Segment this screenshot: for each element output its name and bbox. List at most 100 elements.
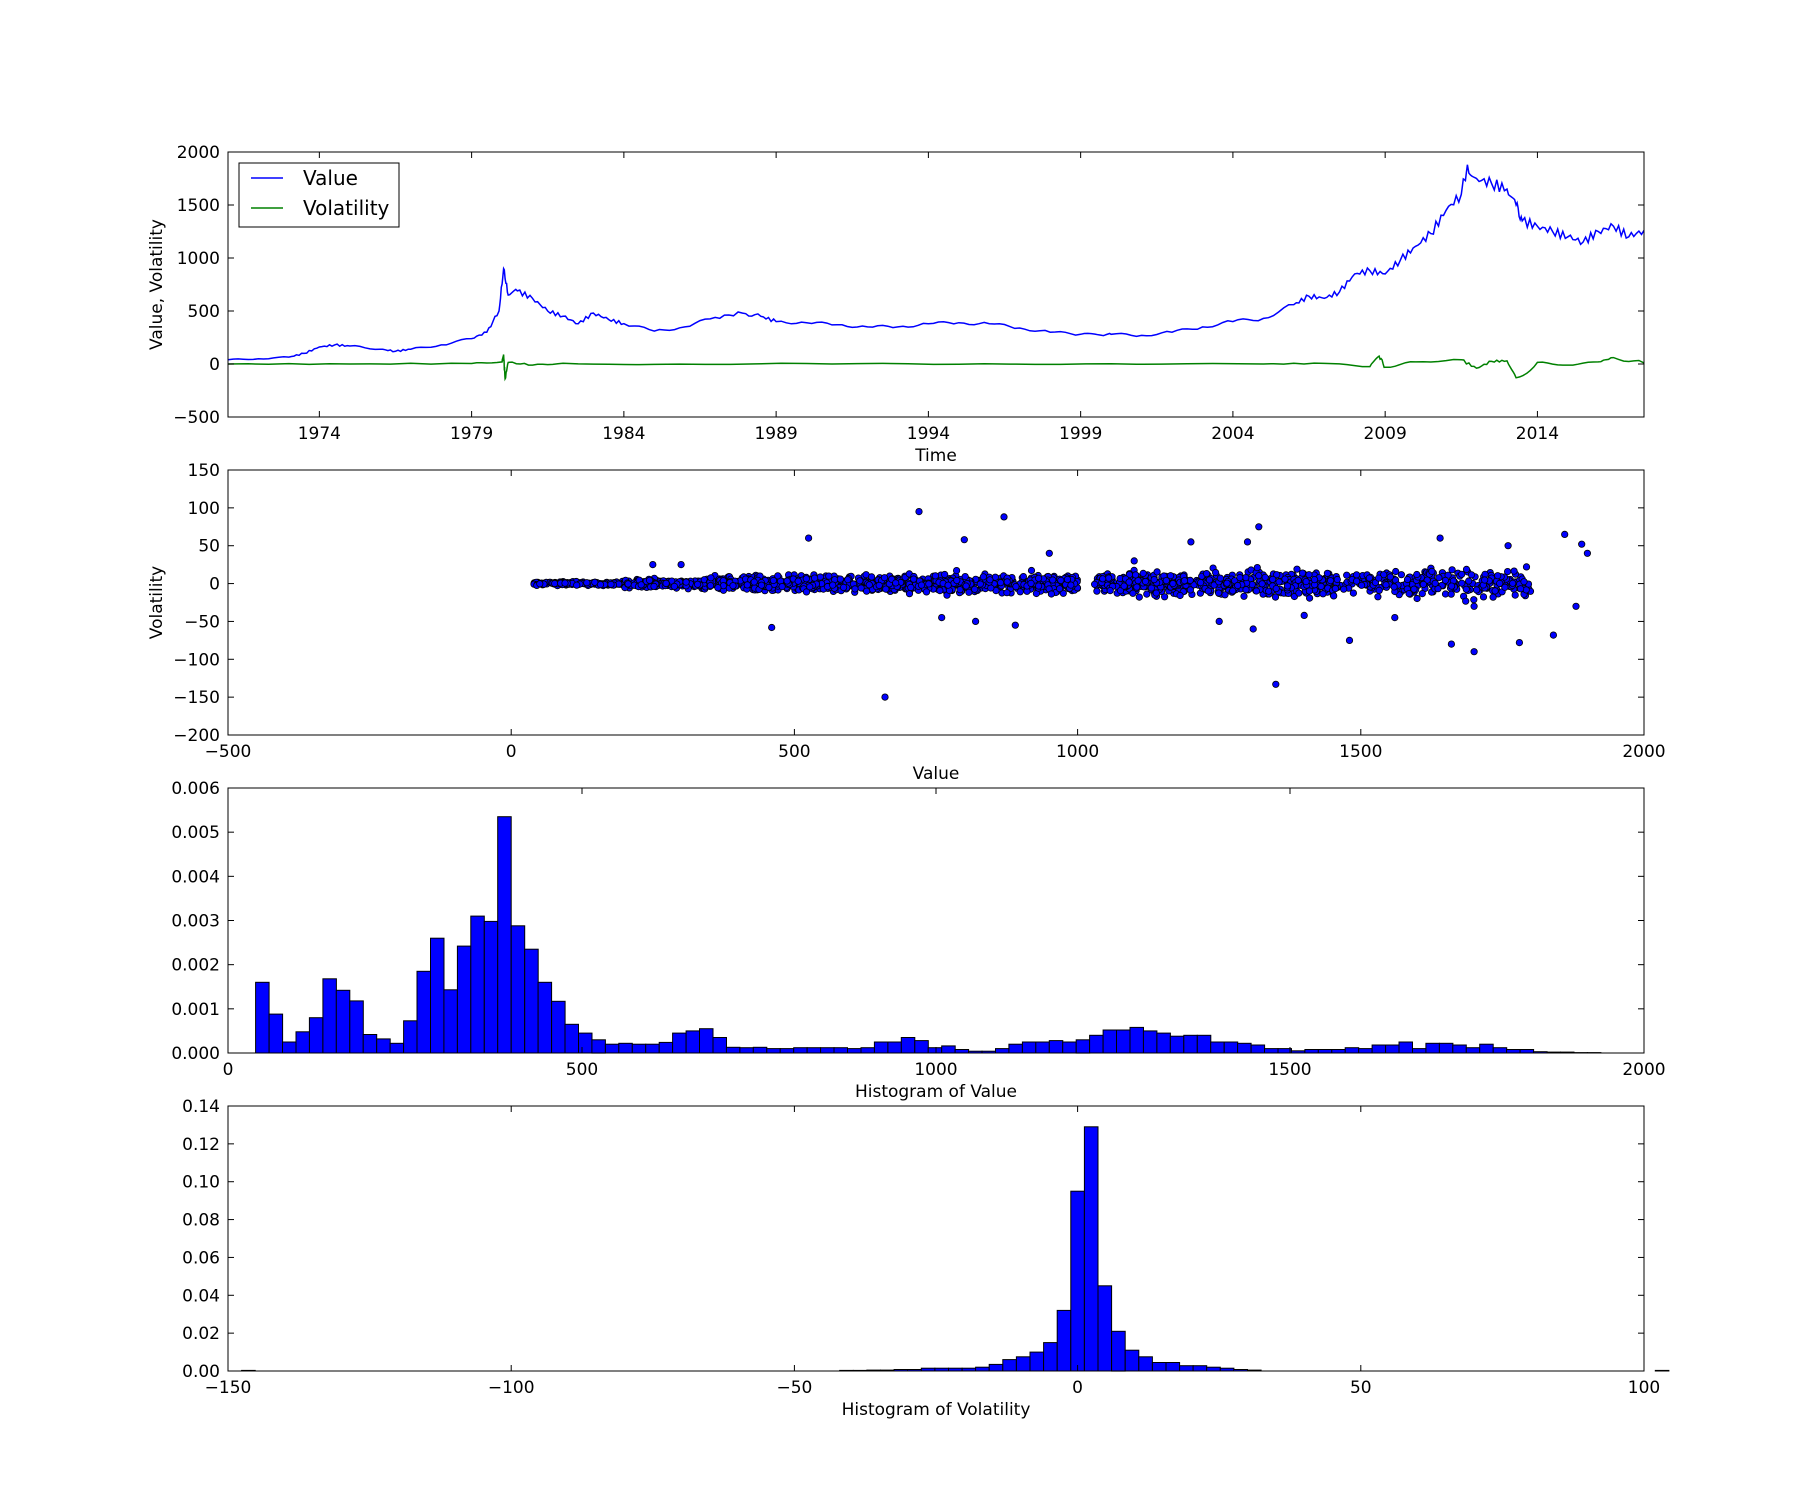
- y-tick-label: −50: [184, 612, 220, 632]
- y-tick-label: 0.14: [182, 1097, 220, 1117]
- histogram-bar: [1043, 1342, 1058, 1372]
- scatter-point: [1310, 575, 1319, 584]
- scatter-point: [1382, 581, 1390, 589]
- histogram-bar: [860, 1047, 875, 1054]
- histogram-bar: [1264, 1048, 1279, 1054]
- histogram-bar: [322, 978, 337, 1054]
- histogram-bar: [1169, 1035, 1185, 1054]
- scatter-point: [1305, 587, 1314, 595]
- histogram-bar: [658, 1041, 674, 1054]
- scatter-point: [1496, 579, 1504, 588]
- y-tick-label: 0.000: [171, 1044, 220, 1064]
- x-tick-label: 0: [1072, 1378, 1083, 1398]
- scatter-point: [778, 582, 786, 591]
- scatter-point: [1392, 567, 1400, 576]
- scatter-point: [851, 585, 859, 593]
- scatter-point: [1431, 579, 1439, 587]
- scatter-point: [1093, 587, 1101, 595]
- y-tick-label: 500: [188, 302, 220, 322]
- scatter-point: [1345, 636, 1354, 645]
- scatter-point: [794, 577, 802, 585]
- histogram-bar: [1519, 1049, 1535, 1054]
- x-tick-label: −500: [205, 742, 252, 762]
- x-tick-label: 2000: [1622, 742, 1665, 762]
- scatter-point: [1049, 576, 1057, 584]
- histogram-bar: [1317, 1049, 1333, 1054]
- scatter-point: [867, 573, 876, 581]
- histogram-bar: [282, 1041, 297, 1054]
- scatter-point: [1448, 582, 1456, 590]
- scatter-point: [1252, 587, 1261, 595]
- scatter-point: [1458, 570, 1466, 578]
- scatter-point: [1035, 574, 1043, 582]
- histogram-bar: [335, 989, 351, 1054]
- scatter-point: [1003, 578, 1011, 586]
- scatter-point: [1272, 680, 1280, 688]
- histogram-bar: [739, 1047, 754, 1054]
- y-tick-label: 100: [188, 499, 220, 519]
- x-tick-label: 1994: [907, 424, 950, 444]
- histogram-bar: [470, 915, 485, 1054]
- scatter-point: [1133, 583, 1141, 591]
- scatter-point: [960, 536, 968, 544]
- scatter-point: [1047, 590, 1056, 598]
- scatter-point: [1000, 513, 1008, 521]
- scatter-point: [865, 581, 873, 589]
- scatter-point: [682, 578, 690, 586]
- histogram-bar: [1089, 1034, 1104, 1054]
- scatter-point: [707, 574, 715, 582]
- scatter-point: [1027, 579, 1035, 588]
- scatter-point: [1293, 565, 1301, 573]
- scatter-point: [1317, 582, 1325, 591]
- scatter-point: [1269, 575, 1277, 584]
- histogram-bar: [1083, 1126, 1099, 1372]
- scatter-point: [1091, 580, 1099, 588]
- histogram-bar: [497, 816, 512, 1054]
- scatter-point: [1045, 549, 1053, 557]
- scatter-point: [670, 582, 679, 591]
- histogram-bar: [524, 948, 539, 1054]
- scatter-point: [783, 577, 791, 585]
- scatter-points: [530, 507, 1592, 701]
- histogram-bar: [1250, 1044, 1266, 1054]
- histogram-bar: [1344, 1047, 1360, 1054]
- scatter-point: [1012, 582, 1020, 591]
- y-tick-label: −200: [173, 726, 220, 746]
- scatter-point: [1306, 594, 1314, 602]
- scatter-point: [1447, 640, 1456, 648]
- y-tick-label: 0.10: [182, 1173, 220, 1193]
- scatter-point: [1255, 572, 1263, 580]
- scatter-point: [649, 560, 657, 569]
- scatter-point: [1481, 576, 1489, 584]
- scatter-point: [1473, 586, 1481, 594]
- value-series-line: [228, 164, 1644, 361]
- scatter-point: [1035, 582, 1043, 590]
- scatter-point: [1283, 582, 1292, 590]
- x-tick-label: −100: [488, 1378, 535, 1398]
- x-axis-label: Time: [914, 446, 957, 466]
- histogram-bar: [1015, 1356, 1031, 1372]
- legend-value-label: Value: [303, 166, 358, 190]
- scatter-point: [1501, 583, 1509, 591]
- scatter-point: [1413, 594, 1421, 603]
- scatter-point: [1180, 577, 1189, 585]
- scatter-point: [810, 574, 819, 582]
- scatter-point: [1517, 585, 1525, 593]
- scatter-panel: −500 0 500 1000 1500 2000150100500−50−100−150…: [147, 461, 1666, 784]
- histogram-bar: [376, 1038, 391, 1054]
- legend-volatility-label: Volatility: [303, 196, 390, 220]
- scatter-point: [1386, 573, 1394, 581]
- scatter-point: [1243, 538, 1252, 546]
- histogram-bar: [1331, 1049, 1346, 1054]
- y-tick-label: 0: [209, 575, 220, 595]
- histogram-bar: [672, 1032, 687, 1054]
- y-axis-label: Volatility: [147, 566, 167, 639]
- scatter-point: [750, 578, 758, 586]
- histogram-bar: [873, 1041, 889, 1054]
- scatter-point: [936, 586, 944, 595]
- scatter-point: [1509, 579, 1517, 587]
- x-tick-label: 1984: [602, 424, 645, 444]
- histogram-bar: [1304, 1049, 1319, 1054]
- scatter-point: [573, 581, 581, 589]
- scatter-point: [882, 585, 890, 593]
